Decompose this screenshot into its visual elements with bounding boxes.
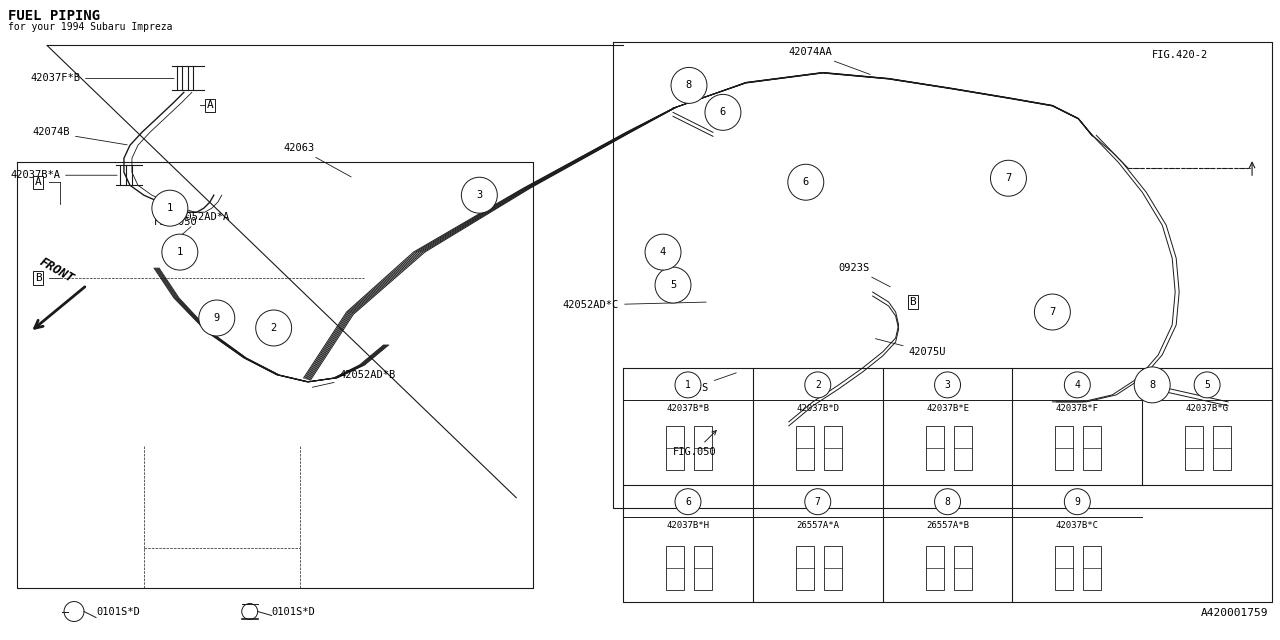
Bar xyxy=(1185,426,1203,470)
Text: 26557A*A: 26557A*A xyxy=(796,521,840,530)
Text: 42074B: 42074B xyxy=(32,127,127,145)
Text: 2: 2 xyxy=(815,380,820,390)
Text: 3: 3 xyxy=(476,190,483,200)
Circle shape xyxy=(934,372,960,398)
Text: B: B xyxy=(35,273,41,283)
Text: 8: 8 xyxy=(1149,380,1156,390)
Text: 42052AD*A: 42052AD*A xyxy=(172,212,230,243)
Text: 9: 9 xyxy=(214,313,220,323)
Text: 42075U: 42075U xyxy=(876,339,946,357)
Bar xyxy=(694,546,712,589)
Text: 8: 8 xyxy=(945,497,951,507)
Bar xyxy=(1213,426,1231,470)
Bar xyxy=(796,426,814,470)
Text: 42052AD*B: 42052AD*B xyxy=(312,370,396,387)
Text: 1: 1 xyxy=(685,380,691,390)
Text: 1: 1 xyxy=(177,247,183,257)
Text: 6: 6 xyxy=(803,177,809,188)
Circle shape xyxy=(461,177,498,213)
Text: 0101S*D: 0101S*D xyxy=(271,607,315,616)
Text: 4: 4 xyxy=(1074,380,1080,390)
Text: 42037B*B: 42037B*B xyxy=(667,404,709,413)
Circle shape xyxy=(1134,367,1170,403)
Text: FUEL PIPING: FUEL PIPING xyxy=(8,8,100,22)
Text: 6: 6 xyxy=(685,497,691,507)
Bar xyxy=(796,546,814,589)
Bar xyxy=(1056,546,1074,589)
Text: 26557A*B: 26557A*B xyxy=(925,521,969,530)
Text: 42052AD*C: 42052AD*C xyxy=(563,300,707,310)
Bar xyxy=(954,546,972,589)
Text: 3: 3 xyxy=(945,380,951,390)
Bar xyxy=(666,426,684,470)
Text: 2: 2 xyxy=(270,323,276,333)
Text: 42037B*F: 42037B*F xyxy=(1056,404,1098,413)
Text: 7: 7 xyxy=(1005,173,1011,183)
Circle shape xyxy=(161,234,198,270)
Text: 1: 1 xyxy=(166,203,173,213)
Text: 42037B*D: 42037B*D xyxy=(796,404,840,413)
Bar xyxy=(1056,426,1074,470)
Text: for your 1994 Subaru Impreza: for your 1994 Subaru Impreza xyxy=(8,22,173,33)
Text: 5: 5 xyxy=(669,280,676,290)
Bar xyxy=(1083,426,1101,470)
Text: 5: 5 xyxy=(1204,380,1210,390)
Text: 6: 6 xyxy=(719,108,726,117)
Text: A420001759: A420001759 xyxy=(1201,607,1268,618)
Circle shape xyxy=(1034,294,1070,330)
Text: 42074AA: 42074AA xyxy=(788,47,870,74)
Text: 42037B*A: 42037B*A xyxy=(10,170,118,180)
Circle shape xyxy=(1194,372,1220,398)
Bar xyxy=(666,546,684,589)
Bar xyxy=(925,426,943,470)
Circle shape xyxy=(934,489,960,515)
Circle shape xyxy=(256,310,292,346)
Circle shape xyxy=(152,190,188,226)
Circle shape xyxy=(675,489,701,515)
Circle shape xyxy=(1065,372,1091,398)
Text: 4: 4 xyxy=(660,247,666,257)
Text: 8: 8 xyxy=(686,81,692,90)
Text: FIG.050: FIG.050 xyxy=(673,431,717,457)
Bar xyxy=(824,426,842,470)
Text: B: B xyxy=(909,297,916,307)
Bar xyxy=(694,426,712,470)
Text: A: A xyxy=(35,177,41,188)
Circle shape xyxy=(655,267,691,303)
Circle shape xyxy=(645,234,681,270)
Text: 0101S*D: 0101S*D xyxy=(96,607,140,616)
Circle shape xyxy=(805,372,831,398)
Circle shape xyxy=(787,164,824,200)
Circle shape xyxy=(1065,489,1091,515)
Bar xyxy=(925,546,943,589)
Text: A: A xyxy=(206,100,214,110)
Text: 9: 9 xyxy=(1074,497,1080,507)
Text: 42037B*H: 42037B*H xyxy=(667,521,709,530)
Circle shape xyxy=(705,94,741,131)
Circle shape xyxy=(991,160,1027,196)
Bar xyxy=(954,426,972,470)
Text: 7: 7 xyxy=(1050,307,1056,317)
Text: 42037B*E: 42037B*E xyxy=(925,404,969,413)
Circle shape xyxy=(198,300,234,336)
Text: FRONT: FRONT xyxy=(37,255,77,285)
Text: FIG.420-2: FIG.420-2 xyxy=(1152,51,1208,60)
Text: 42037F*B: 42037F*B xyxy=(29,74,174,83)
Text: FIG.050: FIG.050 xyxy=(154,206,197,227)
Bar xyxy=(1083,546,1101,589)
Text: 42037B*G: 42037B*G xyxy=(1185,404,1229,413)
Circle shape xyxy=(675,372,701,398)
Text: 0923S: 0923S xyxy=(838,263,890,287)
Text: 42063: 42063 xyxy=(284,143,351,177)
Circle shape xyxy=(805,489,831,515)
Circle shape xyxy=(671,67,707,104)
Bar xyxy=(824,546,842,589)
Text: 42037B*C: 42037B*C xyxy=(1056,521,1098,530)
Text: 7: 7 xyxy=(815,497,820,507)
Text: 0923S: 0923S xyxy=(677,373,736,393)
